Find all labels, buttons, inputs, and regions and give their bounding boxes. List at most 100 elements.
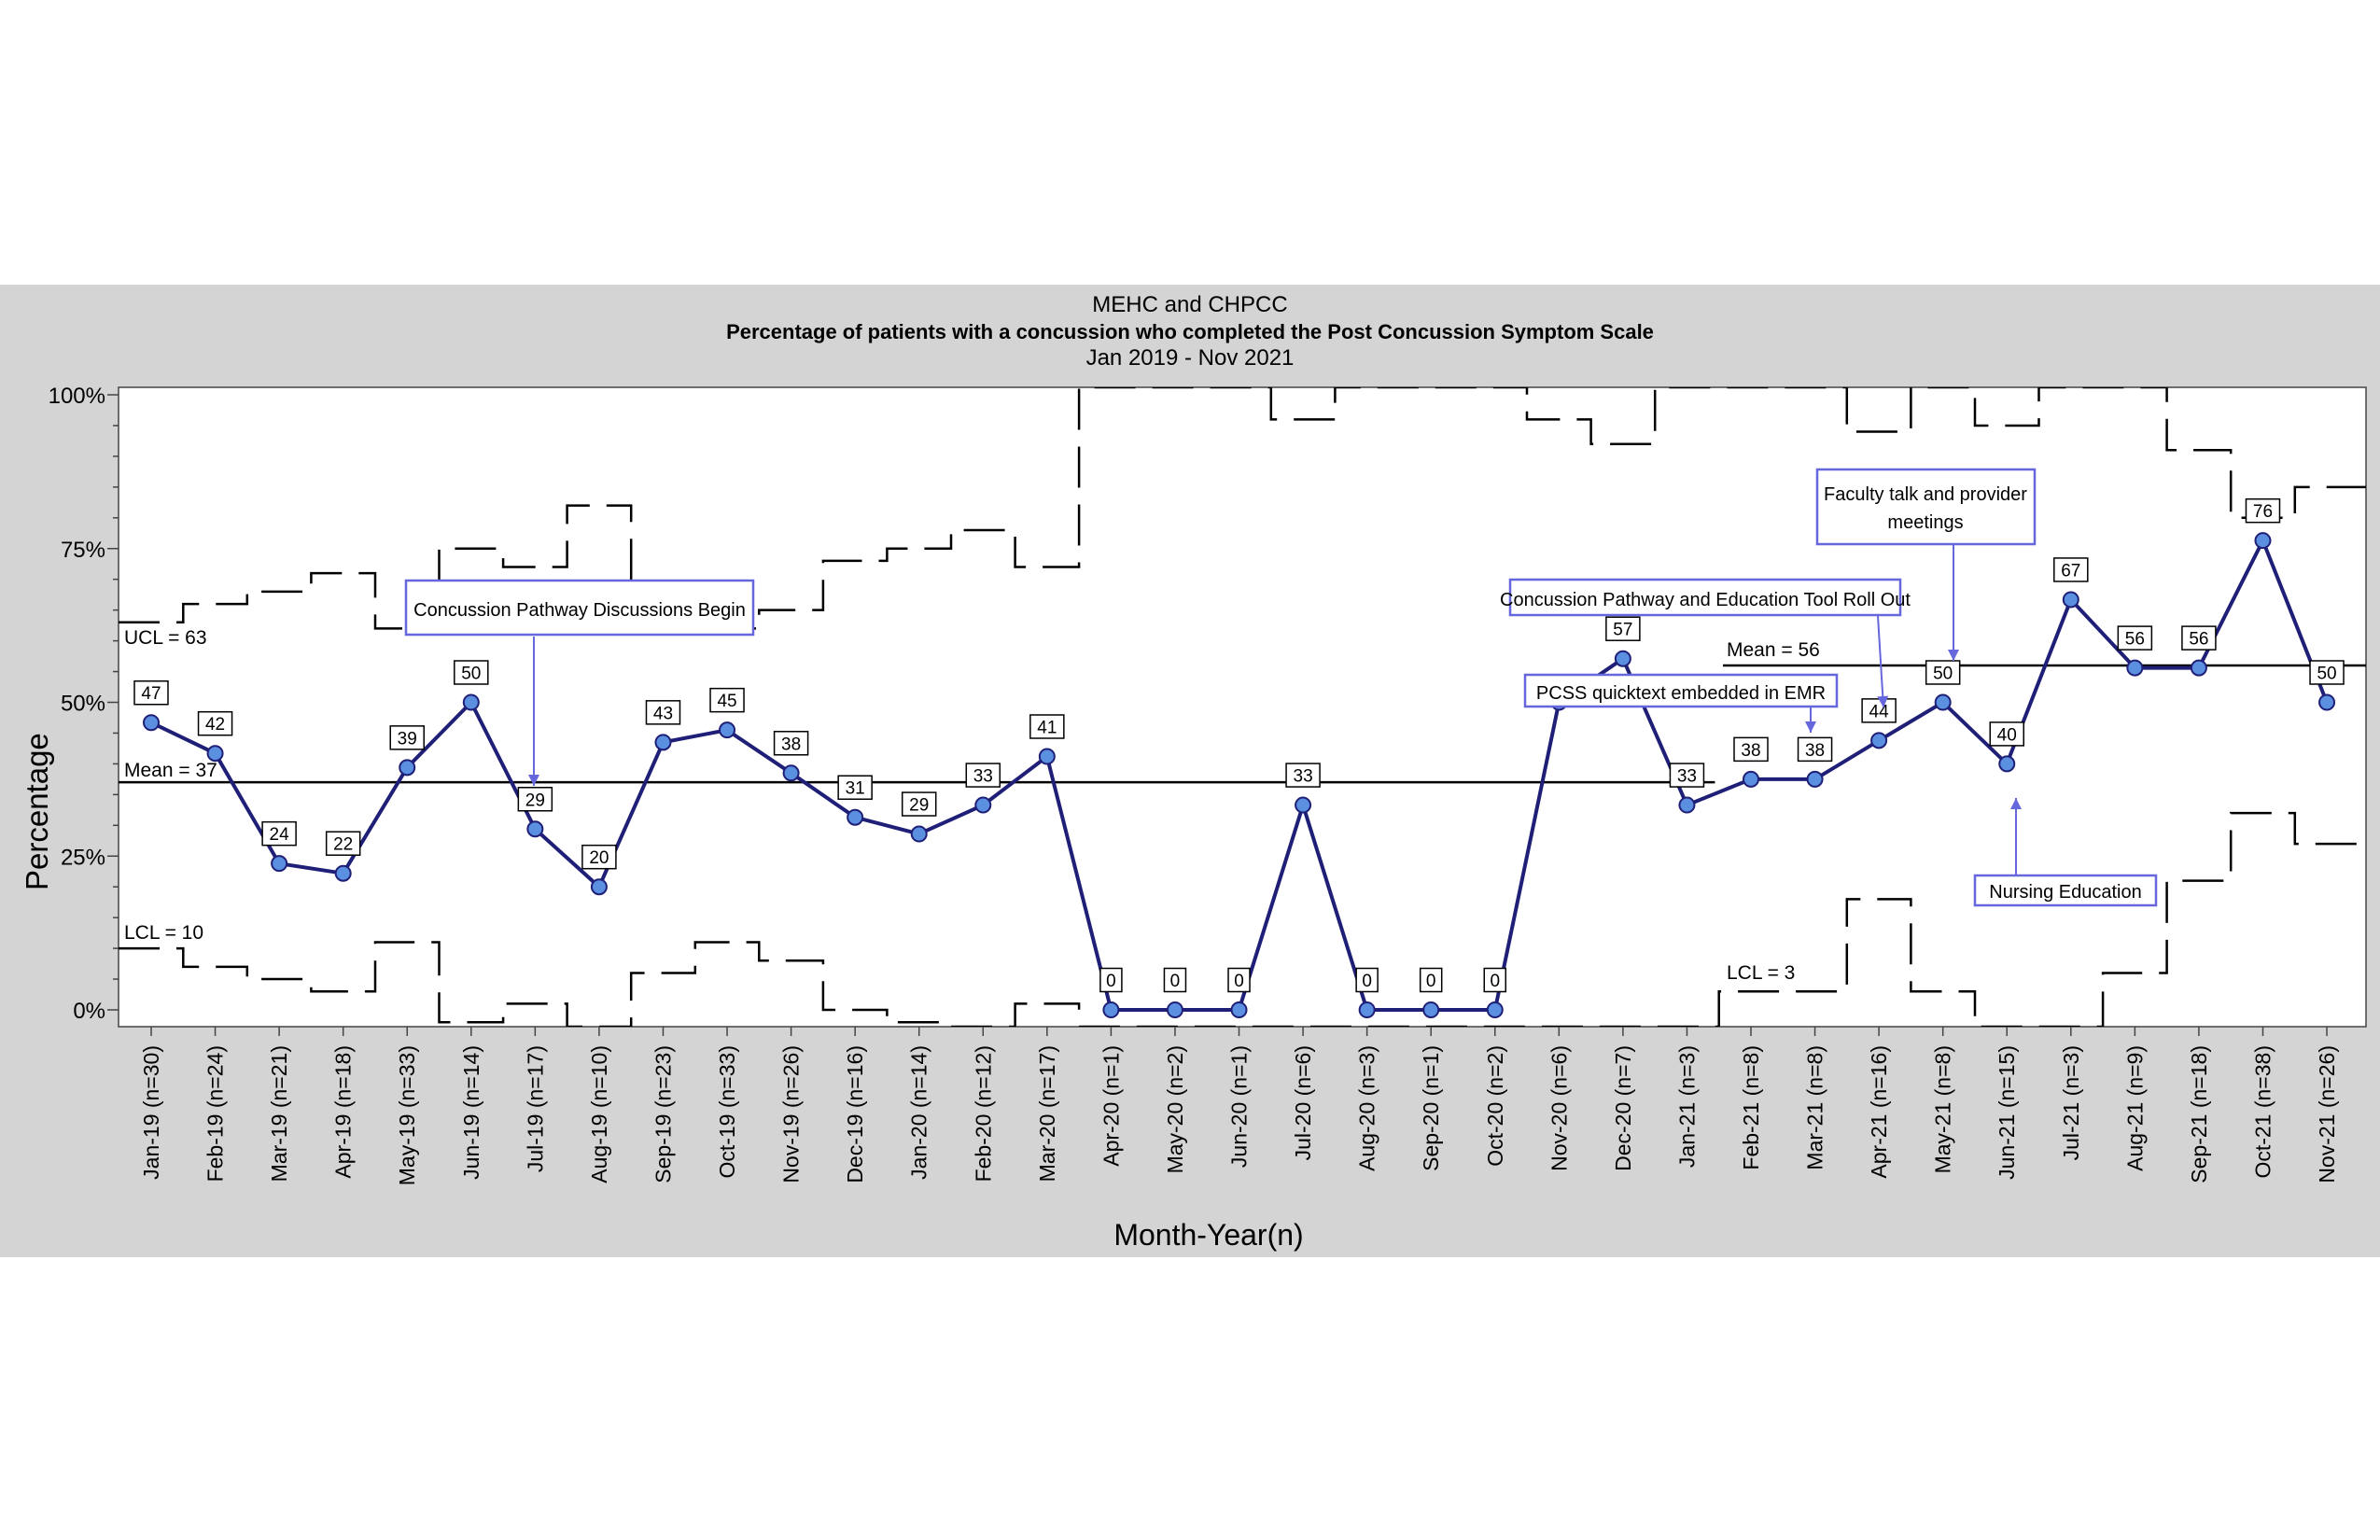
x-tick-label: Jan-20 (n=14) xyxy=(907,1045,931,1180)
data-point xyxy=(206,745,224,763)
data-label: 38 xyxy=(1805,741,1825,761)
x-tick-label: Nov-19 (n=26) xyxy=(779,1045,804,1183)
data-label-box xyxy=(1797,736,1833,763)
x-tick-label: Apr-20 (n=1) xyxy=(1099,1045,1123,1167)
data-label-box xyxy=(2117,625,2153,651)
annotation-rollout-text: Concussion Pathway and Education Tool Ro… xyxy=(1500,590,1911,610)
mean-label-1: Mean = 37 xyxy=(124,760,217,781)
x-tick-label: Sep-19 (n=23) xyxy=(651,1045,675,1183)
x-tick-label: Mar-21 (n=8) xyxy=(1803,1045,1827,1170)
y-tick-label: 50% xyxy=(61,692,105,717)
x-tick-label: Jun-19 (n=14) xyxy=(459,1045,483,1180)
data-label: 22 xyxy=(333,835,353,855)
data-label: 44 xyxy=(1869,702,1890,721)
data-label-box xyxy=(1285,763,1321,788)
data-point xyxy=(1806,770,1824,788)
x-tick-label: Feb-20 (n=12) xyxy=(971,1045,995,1182)
x-tick-label: May-21 (n=8) xyxy=(1931,1045,1955,1173)
data-point xyxy=(719,721,736,739)
data-label-box xyxy=(1861,698,1897,723)
lcl-label-2: LCL = 3 xyxy=(1727,962,1795,984)
data-label: 0 xyxy=(1106,972,1116,991)
data-label-box xyxy=(965,763,1001,788)
y-tick-label: 100% xyxy=(49,384,105,409)
x-tick-label: Nov-20 (n=6) xyxy=(1547,1045,1571,1171)
x-tick-label: Jan-19 (n=30) xyxy=(139,1045,163,1180)
data-point xyxy=(1038,748,1056,765)
data-point xyxy=(1934,693,1952,711)
data-point xyxy=(2318,693,2336,711)
data-label: 41 xyxy=(1037,718,1057,737)
annotation-pathway-discussions xyxy=(404,579,755,637)
data-label-box xyxy=(1355,967,1379,993)
data-label-box xyxy=(581,844,617,870)
data-label-box xyxy=(2309,660,2345,685)
data-label-box xyxy=(454,660,489,685)
data-point xyxy=(910,825,928,843)
x-tick-label: Dec-20 (n=7) xyxy=(1611,1045,1635,1171)
x-tick-label: Jul-19 (n=17) xyxy=(523,1045,547,1172)
data-label: 45 xyxy=(717,692,736,711)
x-tick-label: Apr-21 (n=16) xyxy=(1867,1045,1891,1179)
data-label: 56 xyxy=(2125,630,2145,650)
data-label-box xyxy=(1163,967,1187,993)
data-label: 38 xyxy=(1741,741,1760,761)
data-point xyxy=(590,878,608,896)
annotation-faculty-text-2: meetings xyxy=(1887,512,1963,533)
x-tick-label: Nov-21 (n=26) xyxy=(2315,1045,2339,1183)
x-tick-label: Feb-19 (n=24) xyxy=(203,1045,228,1182)
x-tick-label: Sep-21 (n=18) xyxy=(2187,1045,2211,1183)
annotation-faculty xyxy=(1815,468,2037,546)
annotation-faculty-text-1: Faculty talk and provider xyxy=(1824,484,2027,505)
data-label: 33 xyxy=(1677,767,1697,787)
data-point xyxy=(1230,1001,1248,1018)
lcl-label: LCL = 10 xyxy=(124,922,203,944)
data-label: 20 xyxy=(589,848,609,868)
data-label-box xyxy=(2245,497,2281,524)
data-label-box xyxy=(1925,660,1961,685)
data-label-box xyxy=(773,731,809,756)
data-label: 33 xyxy=(973,767,993,787)
x-tick-label: Jan-21 (n=3) xyxy=(1674,1045,1699,1168)
data-point xyxy=(526,820,544,838)
data-point xyxy=(1998,755,2016,773)
annotation-pcss-arrow-head xyxy=(1805,721,1816,733)
x-tick-label: Jun-20 (n=1) xyxy=(1227,1045,1252,1168)
annotation-rollout-arrow-head xyxy=(1877,695,1889,707)
data-label: 0 xyxy=(1362,972,1372,991)
data-label: 42 xyxy=(205,715,225,735)
data-label-box xyxy=(1029,714,1065,739)
ucl-label: UCL = 63 xyxy=(124,627,207,649)
y-tick-label: 75% xyxy=(61,538,105,563)
data-point xyxy=(2126,659,2144,677)
data-label: 29 xyxy=(909,796,929,816)
data-label: 0 xyxy=(1170,972,1181,991)
chart-subtitle: Percentage of patients with a concussion… xyxy=(726,320,1654,343)
data-point xyxy=(271,855,288,873)
annotation-nursing-arrow-head xyxy=(2010,798,2022,809)
annotation-rollout xyxy=(1508,578,1902,617)
annotation-faculty-arrow-head xyxy=(1948,650,1959,661)
data-label: 39 xyxy=(398,729,417,749)
x-tick-label: Feb-21 (n=8) xyxy=(1739,1045,1763,1170)
chart-title: MEHC and CHPCC xyxy=(1092,292,1288,317)
annotation-pathway-discussions-arrow-head xyxy=(528,775,539,786)
data-point xyxy=(2062,591,2079,609)
data-label-box xyxy=(837,775,873,800)
x-tick-label: May-19 (n=33) xyxy=(395,1045,419,1185)
x-tick-label: Mar-20 (n=17) xyxy=(1035,1045,1059,1182)
data-point xyxy=(1295,796,1312,814)
data-point xyxy=(462,693,480,711)
data-label-box xyxy=(1483,967,1507,993)
chart-date-range: Jan 2019 - Nov 2021 xyxy=(1085,345,1295,371)
data-label-box xyxy=(645,700,681,725)
x-tick-label: Aug-19 (n=10) xyxy=(587,1045,611,1183)
x-tick-label: Mar-19 (n=21) xyxy=(267,1045,291,1182)
x-tick-label: Sep-20 (n=1) xyxy=(1419,1045,1443,1171)
data-label: 24 xyxy=(270,825,290,845)
data-label-box xyxy=(1989,721,2024,747)
data-point xyxy=(654,734,672,751)
data-label: 56 xyxy=(2189,630,2208,650)
data-label: 0 xyxy=(1490,972,1500,991)
x-tick-label: Oct-20 (n=2) xyxy=(1483,1045,1507,1167)
